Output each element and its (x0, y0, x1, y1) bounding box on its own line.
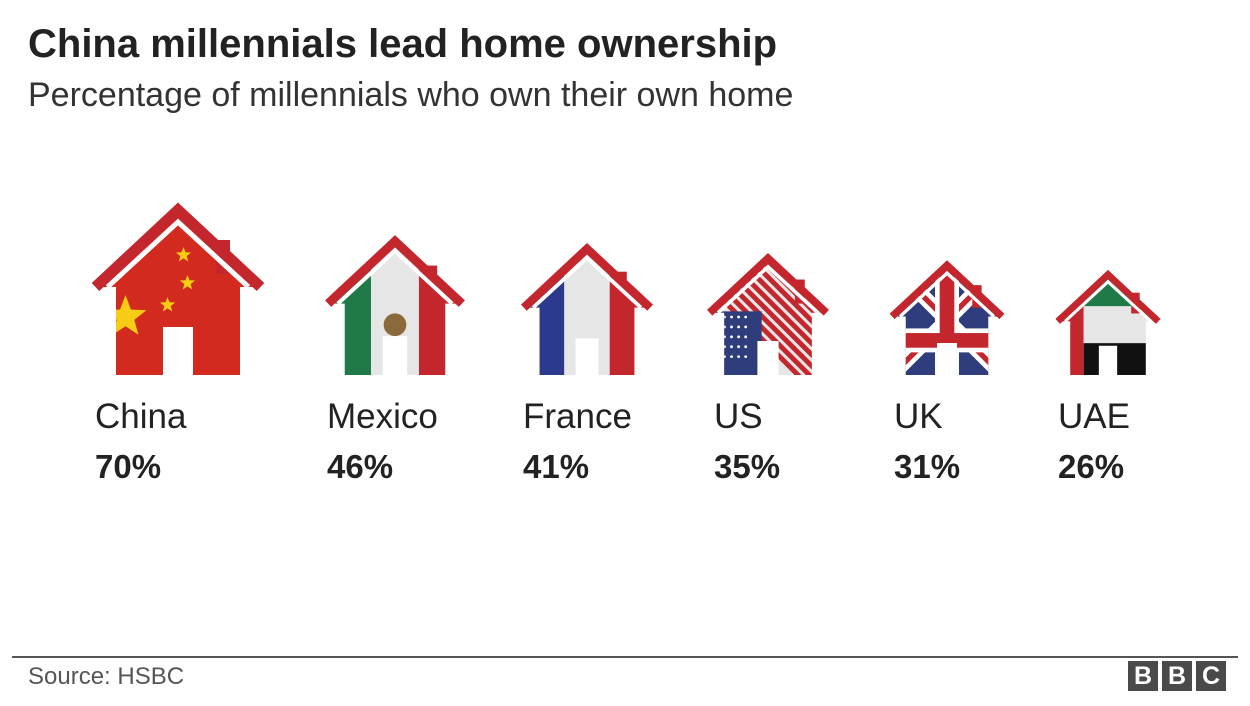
value-label: 46% (327, 448, 393, 485)
house-roof (325, 235, 465, 307)
footer-rule (12, 656, 1238, 658)
country-label: US (714, 397, 763, 436)
chart-title: China millennials lead home ownership (28, 22, 778, 66)
country-label: UK (894, 397, 943, 436)
bbc-logo-letter-2: B (1162, 661, 1192, 691)
value-label: 35% (714, 448, 780, 485)
country-label: France (523, 397, 632, 436)
value-label: 70% (95, 448, 161, 485)
china-flag-house-icon (95, 210, 261, 375)
country-label: China (95, 397, 187, 436)
bbc-logo: B B C (1128, 661, 1226, 691)
bbc-logo-letter-3: C (1196, 661, 1226, 691)
house-roof (91, 202, 265, 292)
house-roof (889, 260, 1005, 320)
house-roof (520, 242, 654, 311)
value-label: 26% (1058, 448, 1124, 485)
country-label: Mexico (327, 397, 438, 436)
uk-flag-house-icon (892, 265, 1002, 375)
house-chart: China 70% Mexico 46% France 41% US 35% UK 31% UAE 2… (91, 202, 1161, 485)
chart-subtitle: Percentage of millennials who own their … (28, 76, 794, 114)
source-note: Source: HSBC (28, 663, 185, 690)
france-flag-house-icon (523, 248, 651, 375)
house-roof (1055, 269, 1161, 324)
value-label: 31% (894, 448, 960, 485)
house-roof (707, 253, 829, 316)
value-label: 41% (523, 448, 589, 485)
mexico-flag-house-icon (328, 241, 462, 376)
bbc-logo-letter-1: B (1128, 661, 1158, 691)
country-label: UAE (1058, 397, 1130, 436)
